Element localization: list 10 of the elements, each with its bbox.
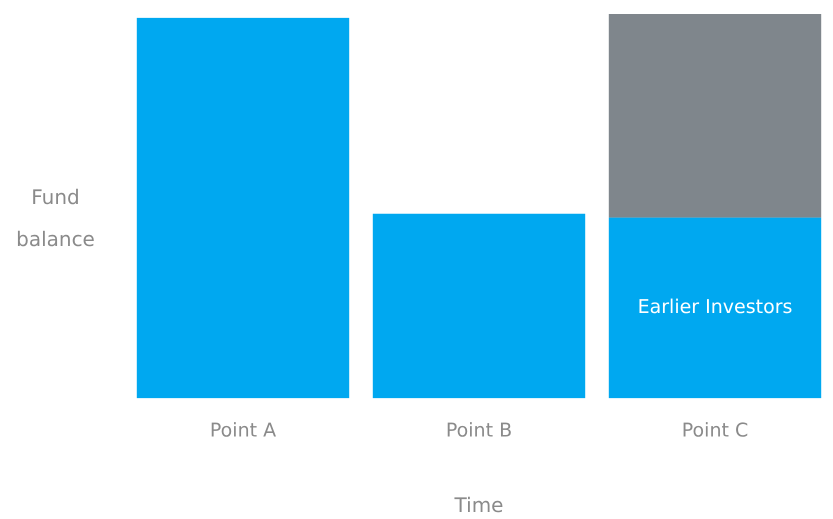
bar — [136, 18, 350, 398]
series-label: Earlier Investors — [638, 296, 792, 318]
bar — [608, 218, 822, 398]
x-axis-title: Time — [454, 493, 504, 518]
x-tick-label: Point C — [682, 420, 748, 442]
bar — [372, 214, 586, 398]
y-axis-title: Fund balance — [15, 184, 96, 253]
x-tick-label: Point B — [446, 420, 512, 442]
bar — [608, 14, 822, 218]
x-tick-label: Point A — [210, 420, 276, 442]
